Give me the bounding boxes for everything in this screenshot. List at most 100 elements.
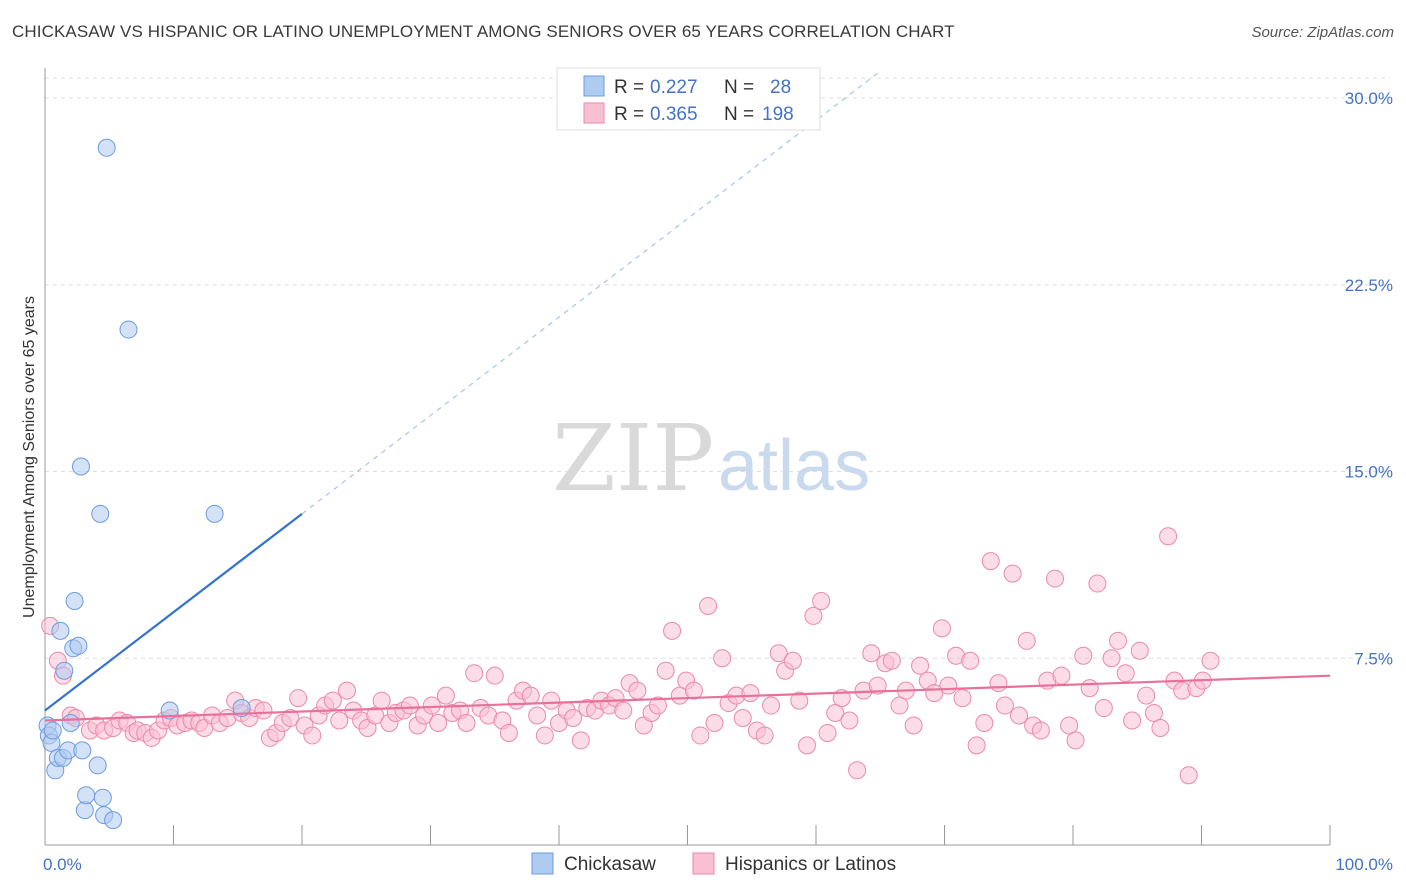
- legend-r-value-1: 0.227: [650, 77, 698, 98]
- hispanics-point-98: [733, 709, 752, 728]
- hispanics-point-59: [457, 713, 476, 732]
- hispanics-point-56: [436, 686, 455, 705]
- hispanics-point-138: [1017, 631, 1036, 650]
- y-tick-label-0: 7.5%: [1354, 649, 1393, 668]
- legend-r-label-1: R =: [614, 77, 644, 98]
- chickasaw-point-18: [88, 756, 107, 775]
- hispanics-point-60: [465, 664, 484, 683]
- legend-n-value-2: 198: [762, 104, 794, 125]
- chickasaw-point-26: [205, 504, 224, 523]
- hispanics-point-95: [713, 649, 732, 668]
- chickasaw-point-25: [160, 701, 179, 720]
- hispanics-point-105: [783, 651, 802, 670]
- hispanics-point-106: [790, 691, 809, 710]
- hispanics-point-137: [1010, 706, 1029, 725]
- hispanics-point-102: [762, 696, 781, 715]
- hispanics-point-83: [628, 681, 647, 700]
- x-tick-labels: 0.0% 100.0%: [43, 855, 1393, 874]
- hispanics-point-92: [691, 726, 710, 745]
- hispanics-point-68: [521, 686, 540, 705]
- hispanics-point-34: [281, 709, 300, 728]
- hispanics-point-143: [1052, 666, 1071, 685]
- hispanics-point-120: [890, 696, 909, 715]
- hispanics-point-156: [1144, 704, 1163, 723]
- chickasaw-point-24: [119, 320, 138, 339]
- hispanics-point-126: [932, 619, 951, 638]
- hispanics-point-152: [1116, 664, 1135, 683]
- hispanics-point-30: [254, 701, 273, 720]
- chickasaw-point-8: [55, 661, 74, 680]
- gridlines: [45, 77, 1390, 659]
- hispanics-point-54: [422, 696, 441, 715]
- hispanics-point-148: [1088, 574, 1107, 593]
- legend-n-value-1: 28: [770, 77, 791, 98]
- axes: [44, 68, 1331, 846]
- hispanics-point-133: [981, 552, 1000, 571]
- bottom-legend-swatch-hispanics: [692, 852, 715, 875]
- hispanics-point-107: [798, 736, 817, 755]
- hispanics-point-132: [975, 713, 994, 732]
- hispanics-point-46: [366, 706, 385, 725]
- hispanics-point-123: [911, 656, 930, 675]
- hispanics-point-87: [656, 661, 675, 680]
- hispanics-point-127: [939, 676, 958, 695]
- hispanics-point-47: [372, 691, 391, 710]
- chickasaw-point-14: [71, 457, 90, 476]
- hispanics-point-81: [614, 701, 633, 720]
- hispanics-point-109: [812, 591, 831, 610]
- hispanics-point-151: [1108, 631, 1127, 650]
- hispanics-point-150: [1102, 649, 1121, 668]
- y-axis-label: Unemployment Among Seniors over 65 years: [21, 296, 38, 618]
- hispanics-point-88: [663, 621, 682, 640]
- hispanics-point-114: [848, 761, 867, 780]
- series-hispanics-points: [41, 527, 1220, 785]
- hispanics-point-55: [429, 713, 448, 732]
- hispanics-point-101: [755, 726, 774, 745]
- y-tick-label-1: 15.0%: [1345, 463, 1393, 482]
- bottom-legend-label-hispanics: Hispanics or Latinos: [725, 854, 896, 875]
- hispanics-point-142: [1046, 569, 1065, 588]
- chickasaw-point-20: [93, 788, 112, 807]
- hispanics-point-111: [826, 704, 845, 723]
- hispanics-point-131: [967, 736, 986, 755]
- hispanics-point-147: [1080, 679, 1099, 698]
- hispanics-point-103: [769, 644, 788, 663]
- hispanics-point-157: [1151, 718, 1170, 737]
- hispanics-point-70: [535, 726, 554, 745]
- chickasaw-point-13: [69, 636, 88, 655]
- chickasaw-point-12: [65, 591, 84, 610]
- hispanics-point-75: [571, 731, 590, 750]
- chickasaw-point-6: [51, 621, 70, 640]
- hispanics-point-71: [542, 691, 561, 710]
- trend-lines: [44, 70, 1331, 722]
- y-tick-label-2: 22.5%: [1345, 276, 1393, 295]
- hispanics-point-99: [741, 684, 760, 703]
- y-tick-labels: 7.5% 15.0% 22.5% 30.0%: [1345, 89, 1393, 668]
- hispanics-trend-line: [44, 674, 1331, 722]
- hispanics-point-154: [1130, 641, 1149, 660]
- hispanics-point-94: [705, 713, 724, 732]
- chickasaw-point-16: [75, 801, 94, 820]
- hispanics-point-65: [499, 723, 518, 742]
- bottom-legend-label-chickasaw: Chickasaw: [564, 854, 656, 875]
- legend-swatch-chickasaw: [583, 75, 605, 97]
- hispanics-point-149: [1094, 699, 1113, 718]
- y-tick-label-3: 30.0%: [1345, 89, 1393, 108]
- x-tick-label-1: 100.0%: [1335, 855, 1393, 874]
- legend: R = 0.227 N = 28 R = 0.365 N = 198: [556, 67, 821, 131]
- hispanics-point-69: [528, 706, 547, 725]
- chickasaw-point-10: [61, 713, 80, 732]
- hispanics-point-119: [882, 651, 901, 670]
- hispanics-point-134: [989, 674, 1008, 693]
- legend-swatch-hispanics: [583, 102, 605, 124]
- chickasaw-point-3: [43, 721, 62, 740]
- hispanics-point-136: [1003, 564, 1022, 583]
- hispanics-point-158: [1159, 527, 1178, 546]
- hispanics-point-108: [804, 606, 823, 625]
- hispanics-point-135: [995, 696, 1014, 715]
- chickasaw-point-19: [91, 504, 110, 523]
- hispanics-point-116: [862, 644, 881, 663]
- hispanics-point-74: [564, 709, 583, 728]
- hispanics-point-145: [1066, 731, 1085, 750]
- hispanics-point-113: [840, 711, 859, 730]
